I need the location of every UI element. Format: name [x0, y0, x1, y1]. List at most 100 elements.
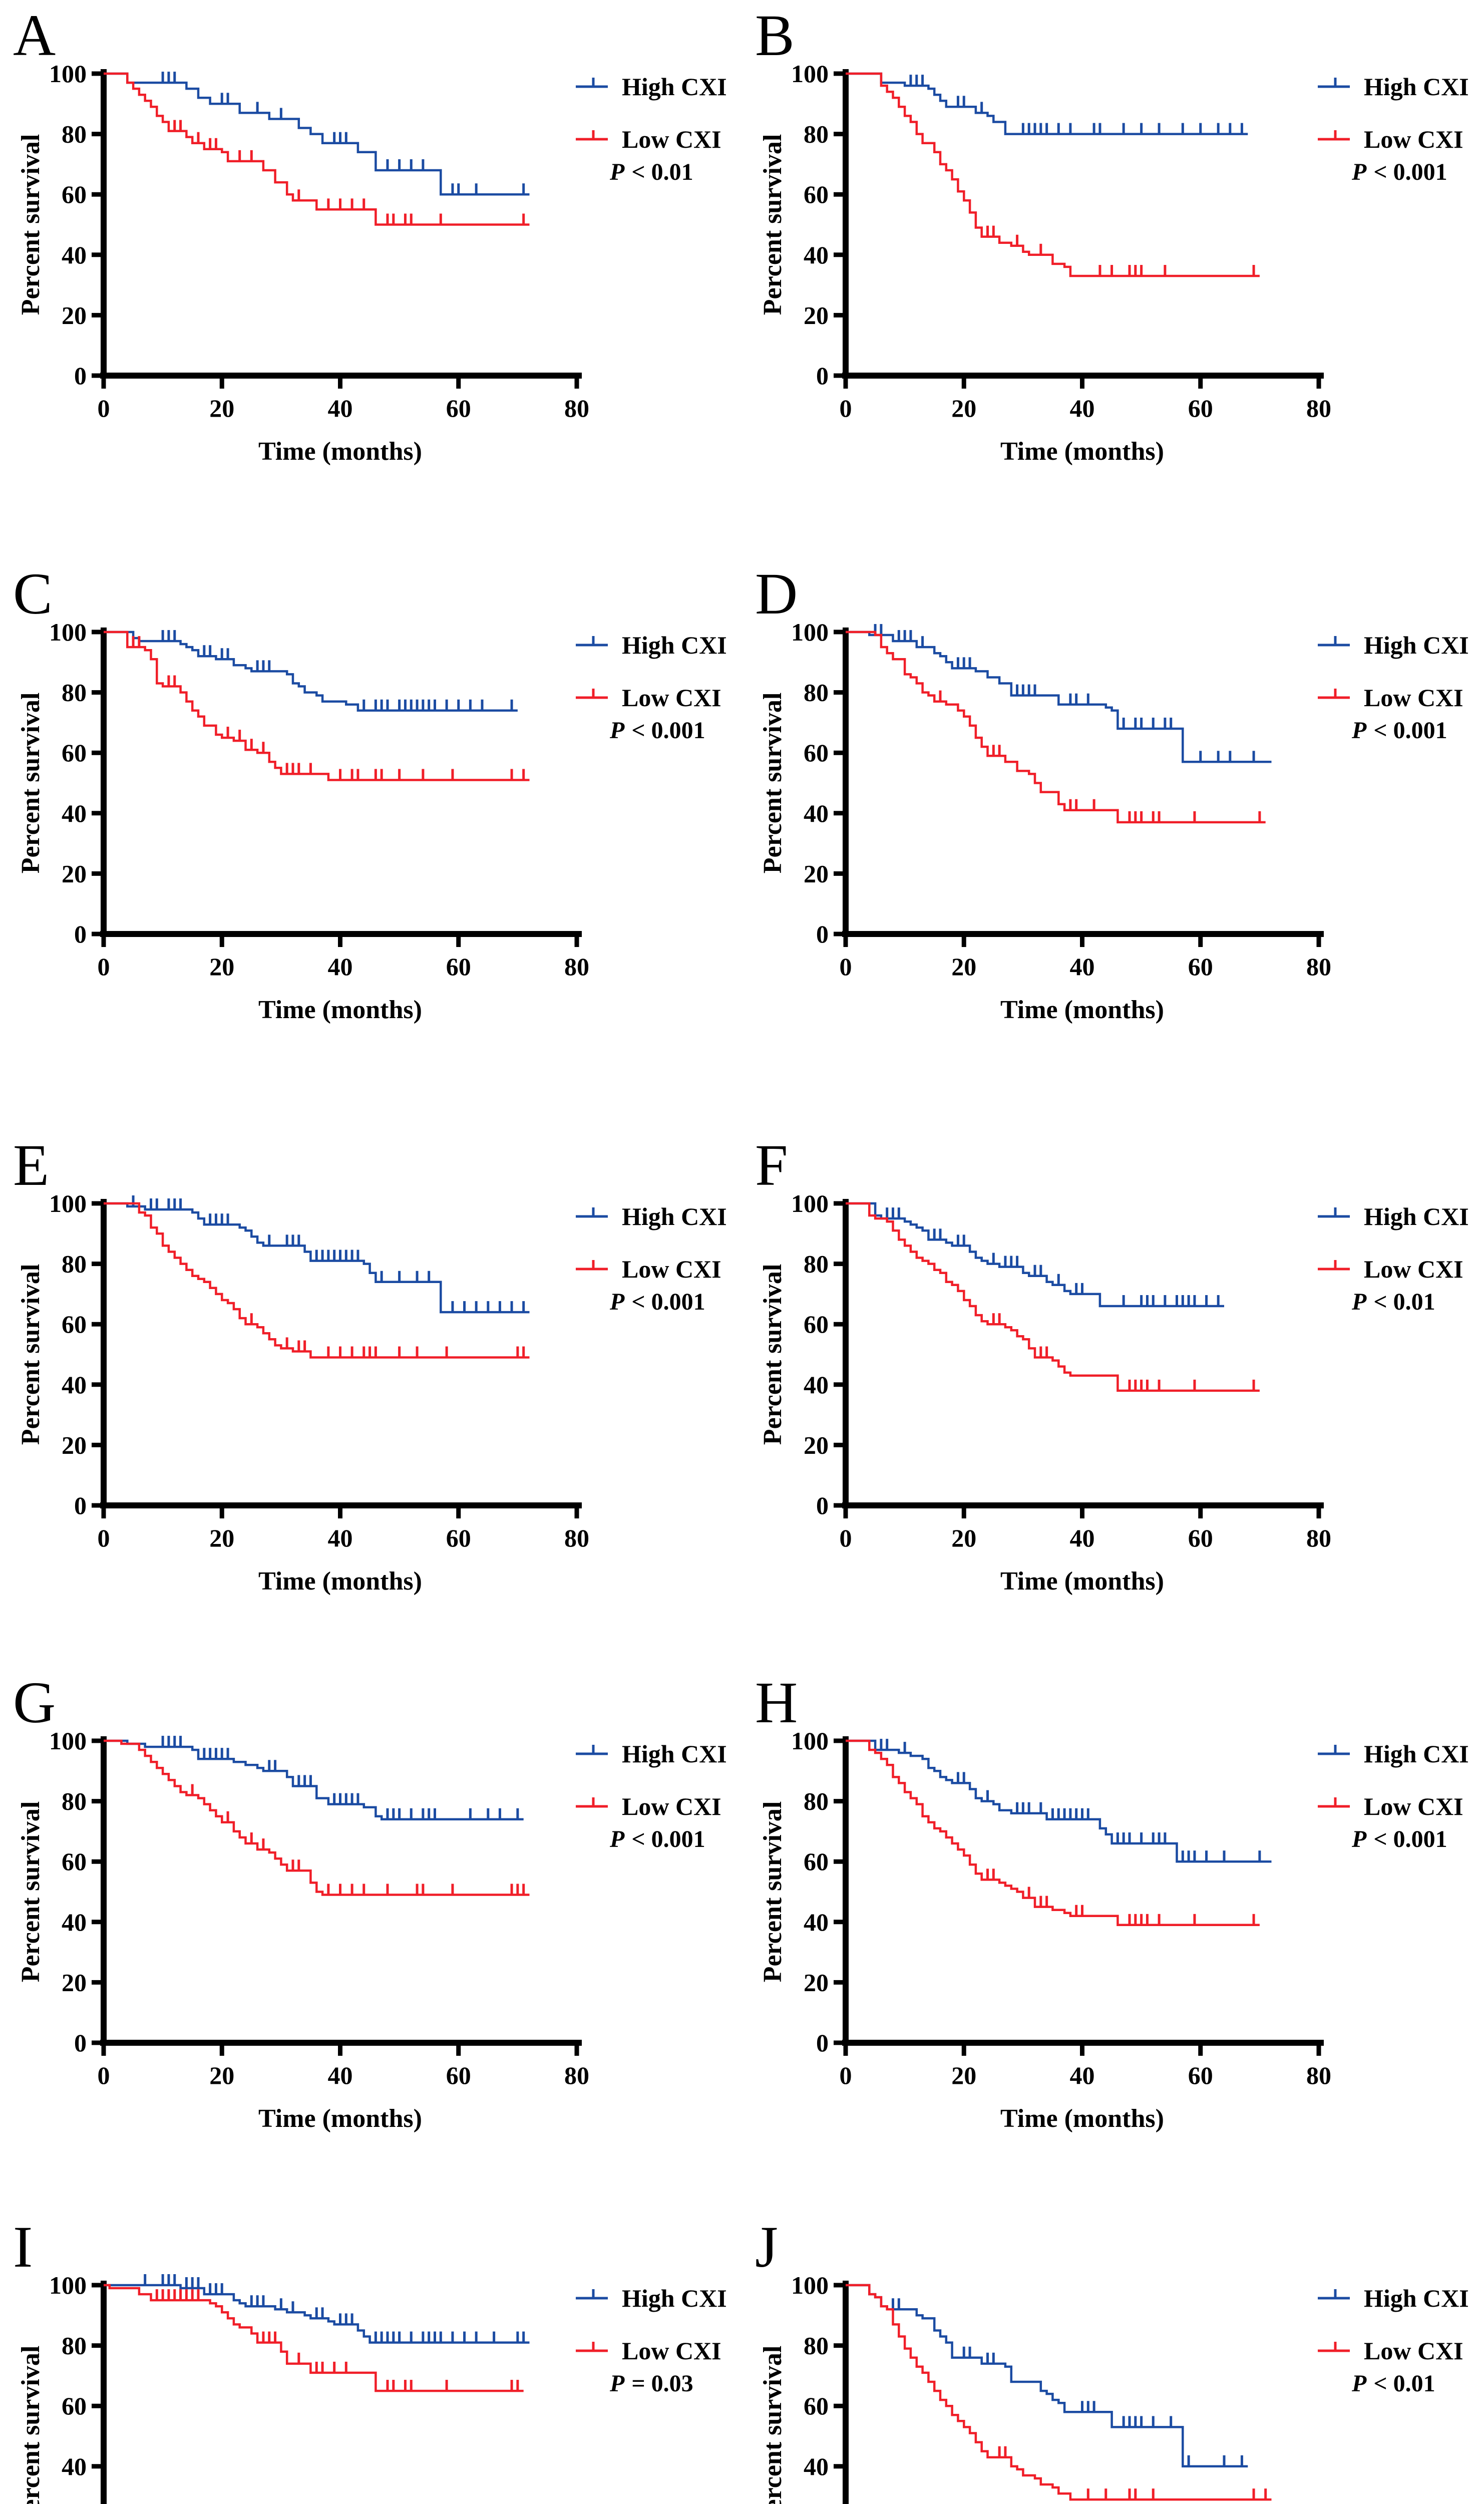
- x-tick-label: 60: [446, 953, 471, 981]
- y-axis-title: Percent survival: [759, 1801, 787, 1983]
- x-tick-label: 0: [98, 2061, 110, 2089]
- y-tick-label: 80: [62, 2332, 87, 2360]
- x-axis-title: Time (months): [1000, 2104, 1164, 2133]
- p-comparison: < 0.01: [1373, 2370, 1435, 2397]
- p-symbol: P: [1351, 159, 1367, 185]
- p-symbol: P: [609, 1289, 625, 1315]
- x-tick-label: 60: [1188, 1524, 1213, 1552]
- x-tick-label: 0: [98, 394, 110, 422]
- y-tick-label: 80: [804, 679, 829, 707]
- x-tick-label: 20: [951, 394, 976, 422]
- high-cxi-curve: [104, 1739, 524, 1821]
- y-tick-label: 20: [62, 1431, 87, 1459]
- y-tick-label: 40: [62, 2452, 87, 2480]
- low-cxi-curve: [846, 2284, 1272, 2501]
- legend-entry-high-cxi: High CXI: [576, 1740, 727, 1768]
- y-tick-label: 40: [62, 241, 87, 269]
- panel-letter: H: [755, 1670, 798, 1735]
- legend-entry-high-cxi: High CXI: [576, 2284, 727, 2312]
- x-tick-label: 40: [328, 1524, 353, 1552]
- high-cxi-curve: [104, 2284, 530, 2344]
- x-tick-label: 20: [951, 2061, 976, 2089]
- y-tick-label: 80: [62, 679, 87, 707]
- y-tick-label: 40: [804, 799, 829, 827]
- y-tick-label: 40: [62, 799, 87, 827]
- p-comparison: < 0.01: [631, 159, 693, 185]
- y-tick-label: 60: [804, 1847, 829, 1875]
- x-tick-label: 40: [328, 953, 353, 981]
- p-value-label: P < 0.001: [609, 1826, 705, 1852]
- y-tick-label: 40: [804, 241, 829, 269]
- low-cxi-curve: [104, 1739, 530, 1896]
- y-tick-label: 80: [804, 1250, 829, 1278]
- x-tick-label: 40: [328, 2061, 353, 2089]
- legend-entry-high-cxi-label: High CXI: [622, 1202, 727, 1230]
- legend-entry-high-cxi-label: High CXI: [622, 631, 727, 659]
- low-cxi-curve: [104, 72, 530, 226]
- y-tick-label: 60: [804, 2392, 829, 2420]
- p-symbol: P: [1351, 2370, 1367, 2397]
- high-cxi-curve: [104, 631, 518, 712]
- y-tick-label: 20: [804, 1968, 829, 1996]
- x-tick-label: 80: [564, 2061, 589, 2089]
- y-tick-label: 0: [74, 362, 87, 390]
- y-tick-label: 80: [804, 120, 829, 148]
- x-tick-label: 60: [446, 1524, 471, 1552]
- y-tick-label: 0: [74, 2029, 87, 2057]
- x-tick-label: 80: [564, 953, 589, 981]
- y-tick-label: 80: [62, 120, 87, 148]
- y-tick-label: 20: [62, 301, 87, 329]
- y-tick-label: 100: [791, 618, 829, 646]
- legend-entry-high-cxi: High CXI: [576, 73, 727, 101]
- panel-letter: B: [755, 3, 795, 68]
- x-tick-label: 20: [209, 394, 234, 422]
- x-tick-label: 60: [446, 394, 471, 422]
- y-tick-label: 40: [804, 1908, 829, 1936]
- survival-panel-b: B 0 20 40 60 80 0 20 40 60 80 100 Percent survival T…: [742, 0, 1484, 532]
- y-tick-label: 100: [49, 2271, 87, 2299]
- y-tick-label: 0: [74, 1491, 87, 1519]
- y-tick-label: 20: [804, 859, 829, 887]
- p-value-label: P < 0.001: [1351, 717, 1447, 744]
- y-tick-label: 40: [62, 1908, 87, 1936]
- p-value-label: P < 0.001: [609, 1289, 705, 1315]
- y-tick-label: 60: [62, 739, 87, 767]
- legend-entry-low-cxi-label: Low CXI: [622, 1255, 721, 1283]
- legend-entry-low-cxi-label: Low CXI: [1364, 1255, 1463, 1283]
- x-tick-label: 0: [840, 1524, 852, 1552]
- x-tick-label: 60: [1188, 2061, 1213, 2089]
- low-cxi-curve: [104, 1202, 530, 1359]
- p-symbol: P: [609, 1826, 625, 1852]
- p-comparison: < 0.001: [631, 1826, 705, 1852]
- x-axis-title: Time (months): [1000, 996, 1164, 1024]
- y-tick-label: 100: [791, 60, 829, 88]
- high-cxi-curve: [846, 1202, 1224, 1308]
- x-tick-label: 20: [209, 953, 234, 981]
- x-axis-title: Time (months): [258, 2104, 422, 2133]
- legend-entry-high-cxi-label: High CXI: [1364, 73, 1469, 101]
- y-tick-label: 100: [49, 1189, 87, 1217]
- x-tick-label: 40: [1070, 394, 1095, 422]
- y-tick-label: 20: [62, 1968, 87, 1996]
- x-tick-label: 0: [840, 953, 852, 981]
- legend-entry-high-cxi-label: High CXI: [1364, 1740, 1469, 1768]
- p-symbol: P: [609, 2370, 625, 2397]
- y-axis-title: Percent survival: [17, 1264, 45, 1445]
- p-value-label: P < 0.01: [609, 159, 693, 185]
- legend-entry-low-cxi: Low CXI: [576, 2337, 721, 2365]
- legend-entry-low-cxi-label: Low CXI: [1364, 1792, 1463, 1820]
- p-comparison: < 0.001: [1373, 159, 1447, 185]
- x-tick-label: 80: [564, 1524, 589, 1552]
